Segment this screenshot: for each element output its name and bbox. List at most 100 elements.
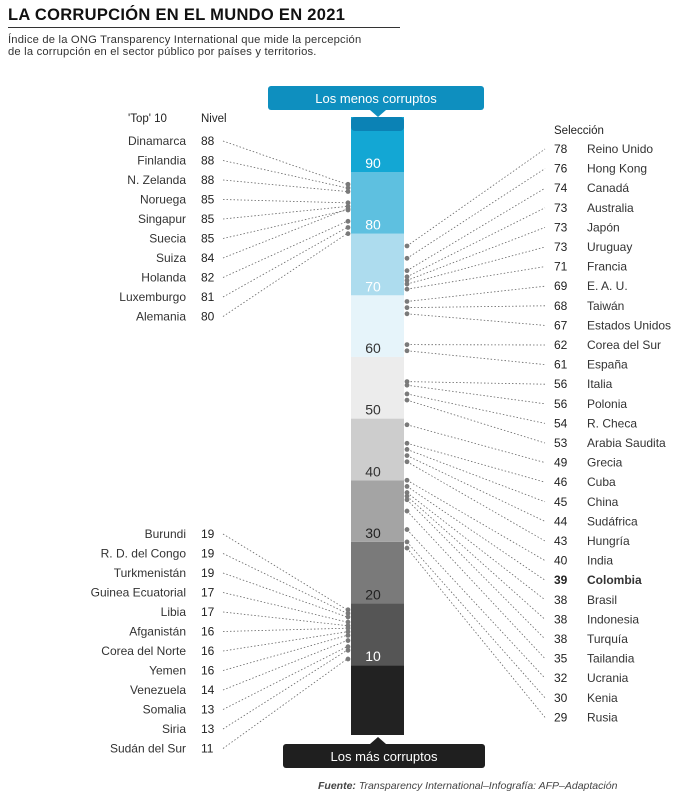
bottom-dot xyxy=(345,610,351,616)
selection-leader-line xyxy=(406,266,546,290)
scale-band-30-40 xyxy=(351,480,404,542)
bottom-value-label: 14 xyxy=(201,683,215,697)
selection-leader-line xyxy=(406,384,546,405)
selection-leader-line xyxy=(406,442,546,483)
top10-leader-line xyxy=(222,208,348,259)
selection-dot xyxy=(404,299,410,304)
top10-country-label: Singapur xyxy=(138,212,186,226)
selection-country-label: Arabia Saudita xyxy=(587,436,666,450)
bottom-dot xyxy=(345,614,351,620)
top10-dot xyxy=(345,206,351,212)
selection-value-label: 71 xyxy=(554,260,568,274)
selection-value-label: 61 xyxy=(554,358,568,372)
selection-dot xyxy=(404,311,410,317)
bottom-dot xyxy=(345,619,351,625)
selection-country-label: Taiwán xyxy=(587,299,624,313)
selection-dot xyxy=(404,447,410,452)
selection-country-label: Sudáfrica xyxy=(587,514,638,528)
scale-tick-70: 70 xyxy=(365,278,381,294)
page-title: LA CORRUPCIÓN EN EL MUNDO EN 2021 xyxy=(8,6,346,24)
left-header-level: Nivel xyxy=(201,113,227,125)
selection-dot xyxy=(404,379,410,385)
selection-value-label: 67 xyxy=(554,318,568,332)
selection-value-label: 35 xyxy=(554,652,568,666)
subtitle-line-2: de la corrupción en el sector público po… xyxy=(8,46,317,58)
bottom-value-label: 17 xyxy=(201,586,215,600)
selection-country-label: Italia xyxy=(587,377,613,391)
scale-tick-60: 60 xyxy=(365,340,381,356)
selection-value-label: 53 xyxy=(554,436,568,450)
scale-band-70-80 xyxy=(351,233,404,296)
bottom-value-label: 13 xyxy=(201,703,215,717)
top10-leader-line xyxy=(222,160,348,189)
selection-leader-line xyxy=(406,399,546,444)
selection-leader-line xyxy=(406,148,546,247)
bottom-value-label: 16 xyxy=(201,664,215,678)
selection-dot xyxy=(404,484,410,489)
scale-band-50-60 xyxy=(351,356,404,419)
selection-leader-line xyxy=(406,486,546,581)
top10-country-label: Dinamarca xyxy=(128,134,186,148)
top10-country-label: Suecia xyxy=(149,232,186,246)
top10-leader-line xyxy=(222,199,348,204)
selection-value-label: 38 xyxy=(554,593,568,607)
selection-country-label: Colombia xyxy=(587,573,642,587)
source-label: Fuente: xyxy=(318,780,356,792)
selection-country-label: Hungría xyxy=(587,534,630,548)
top10-country-label: Luxemburgo xyxy=(119,290,186,304)
selection-country-label: Japón xyxy=(587,220,620,234)
selection-country-label: Canadá xyxy=(587,181,629,195)
scale-band-60-70 xyxy=(351,295,404,357)
top10-dot xyxy=(345,218,351,224)
selection-leader-line xyxy=(406,187,546,271)
selection-dot xyxy=(404,281,410,287)
selection-value-label: 49 xyxy=(554,456,568,470)
selection-leader-line xyxy=(406,305,546,309)
bottom-value-label: 16 xyxy=(201,644,215,658)
selection-country-label: Estados Unidos xyxy=(587,318,671,332)
bottom-leader-line xyxy=(222,649,348,730)
selection-country-label: Corea del Sur xyxy=(587,338,661,352)
bottom-country-label: Turkmenistán xyxy=(114,566,186,580)
selection-leader-line xyxy=(406,381,546,385)
scale-tick-40: 40 xyxy=(365,463,381,479)
selection-leader-line xyxy=(406,449,546,503)
bottom-leader-line xyxy=(222,592,348,623)
scale-dots xyxy=(345,181,410,662)
top10-dot xyxy=(345,189,351,194)
top10-dot xyxy=(345,200,351,206)
top10-value-label: 82 xyxy=(201,271,215,285)
selection-dot xyxy=(404,440,410,446)
bottom-country-label: Somalia xyxy=(143,703,187,717)
scale-tick-10: 10 xyxy=(365,648,381,664)
top10-value-label: 88 xyxy=(201,154,215,168)
bottom-country-label: Libia xyxy=(161,605,187,619)
selection-value-label: 30 xyxy=(554,691,568,705)
scale-band-20-30 xyxy=(351,541,404,604)
selection-dot xyxy=(404,243,410,249)
selection-dot xyxy=(404,459,410,465)
selection-dot xyxy=(404,255,410,261)
bottom-dot xyxy=(345,629,351,635)
subtitle-line-1: Índice de la ONG Transparency Internatio… xyxy=(8,34,362,46)
bottom-country-label: Corea del Norte xyxy=(101,644,186,658)
top10-country-label: Noruega xyxy=(140,193,186,207)
selection-dot xyxy=(404,490,410,495)
selection-value-label: 45 xyxy=(554,495,568,509)
selection-dot xyxy=(404,508,410,514)
top10-country-label: Finlandia xyxy=(137,154,186,168)
selection-value-label: 62 xyxy=(554,338,568,352)
leader-lines xyxy=(222,140,546,749)
bottom-banner-label: Los más corruptos xyxy=(331,749,438,764)
bottom-leader-line xyxy=(222,533,348,611)
selection-country-label: España xyxy=(587,358,628,372)
selection-country-label: Reino Unido xyxy=(587,142,653,156)
selection-value-label: 43 xyxy=(554,534,568,548)
selection-country-label: Kenia xyxy=(587,691,618,705)
selection-dot xyxy=(404,497,410,503)
top10-leader-line xyxy=(222,220,348,278)
bottom-leader-line xyxy=(222,611,348,627)
country-labels: Dinamarca 88 Finlandia 88 N. Zelanda 88 Norueg… xyxy=(91,134,671,756)
selection-leader-line xyxy=(406,495,546,620)
bottom-value-label: 17 xyxy=(201,605,215,619)
